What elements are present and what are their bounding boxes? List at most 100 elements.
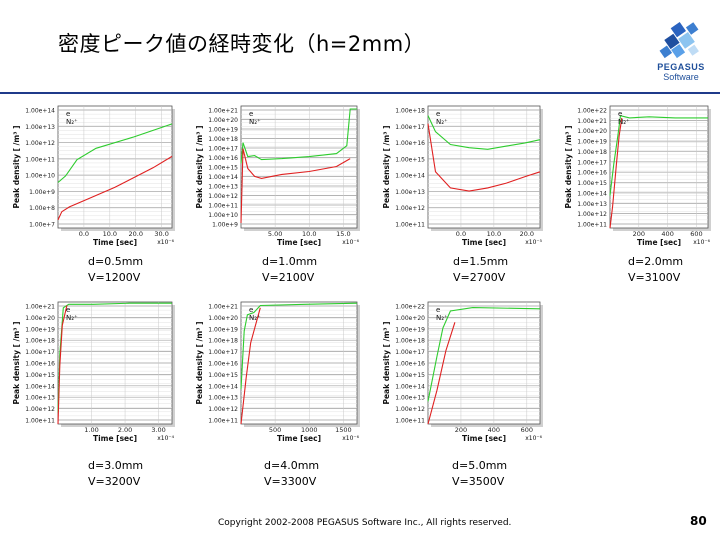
y-axis-label: Peak density [ /m³ ] bbox=[12, 125, 21, 208]
x-tick-label: 3.00 bbox=[151, 426, 165, 434]
y-tick-label: 1.00e+15 bbox=[208, 372, 238, 379]
chart-d20: 1.00e+22 1.00e+21 1.00e+20 1.00e+19 1.00e+18… bbox=[564, 105, 711, 247]
y-tick-label: 1.00e+21 bbox=[577, 118, 607, 125]
y-tick-label: 1.00e+9 bbox=[212, 222, 238, 229]
y-tick-label: 1.00e+15 bbox=[395, 156, 425, 163]
y-tick-label: 1.00e+16 bbox=[25, 361, 55, 368]
y-tick-label: 1.00e+17 bbox=[208, 349, 238, 356]
x-multiplier-label: x10⁻⁴ bbox=[157, 435, 174, 442]
y-tick-label: 1.00e+15 bbox=[577, 180, 607, 187]
caption-voltage: V=3200V bbox=[88, 475, 141, 488]
logo-line2: Software bbox=[663, 72, 699, 82]
y-tick-label: 1.00e+16 bbox=[208, 361, 238, 368]
caption-gap: d=0.5mm bbox=[88, 255, 144, 268]
x-tick-label: 1500 bbox=[335, 426, 352, 434]
caption-d15: d=1.5mm V=2700V bbox=[453, 254, 508, 286]
x-tick-label: 400 bbox=[488, 426, 500, 434]
y-tick-label: 1.00e+15 bbox=[208, 165, 238, 172]
series-line bbox=[609, 115, 708, 196]
x-tick-label: 10.0 bbox=[103, 230, 117, 238]
legend-label: N₂⁺ bbox=[436, 314, 448, 322]
y-tick-label: 1.00e+17 bbox=[577, 159, 607, 166]
x-multiplier-label: x10⁻⁶ bbox=[693, 239, 710, 246]
series-line bbox=[240, 307, 261, 425]
y-tick-label: 1.00e+12 bbox=[577, 211, 607, 218]
legend-label: e bbox=[436, 306, 440, 314]
y-tick-label: 1.00e+12 bbox=[395, 205, 425, 212]
series-line bbox=[240, 108, 357, 164]
y-tick-label: 1.00e+11 bbox=[25, 418, 55, 425]
series-line bbox=[240, 148, 351, 224]
legend-label: e bbox=[436, 110, 440, 118]
series-line bbox=[427, 322, 456, 425]
x-tick-label: 30.0 bbox=[154, 230, 168, 238]
y-tick-label: 1.00e+13 bbox=[25, 124, 55, 131]
y-tick-label: 1.00e+9 bbox=[29, 189, 55, 196]
x-tick-label: 0.0 bbox=[79, 230, 89, 238]
y-tick-label: 1.00e+14 bbox=[25, 108, 55, 115]
y-tick-label: 1.00e+19 bbox=[25, 326, 55, 333]
y-tick-label: 1.00e+17 bbox=[395, 124, 425, 131]
y-axis-label: Peak density [ /m³ ] bbox=[195, 125, 204, 208]
legend-label: N₂⁺ bbox=[66, 118, 78, 126]
x-tick-label: 1.00 bbox=[84, 426, 98, 434]
caption-voltage: V=1200V bbox=[88, 271, 141, 284]
caption-d40: d=4.0mm V=3300V bbox=[264, 458, 319, 490]
caption-voltage: V=2700V bbox=[453, 271, 506, 284]
y-tick-label: 1.00e+19 bbox=[208, 326, 238, 333]
chart-d50: 1.00e+22 1.00e+20 1.00e+19 1.00e+18 1.00e+17… bbox=[382, 301, 543, 443]
x-axis-label: Time [sec] bbox=[93, 434, 137, 443]
y-tick-label: 1.00e+20 bbox=[208, 117, 238, 124]
caption-gap: d=3.0mm bbox=[88, 459, 144, 472]
series-line bbox=[240, 302, 358, 390]
y-tick-label: 1.00e+11 bbox=[208, 203, 238, 210]
legend-label: e bbox=[618, 110, 622, 118]
logo-text: PEGASUS Software bbox=[650, 62, 712, 82]
y-tick-label: 1.00e+19 bbox=[395, 326, 425, 333]
y-tick-label: 1.00e+20 bbox=[577, 128, 607, 135]
x-tick-label: 600 bbox=[690, 230, 702, 238]
caption-gap: d=1.5mm bbox=[453, 255, 509, 268]
y-tick-label: 1.00e+12 bbox=[208, 406, 238, 413]
y-tick-label: 1.00e+20 bbox=[208, 315, 238, 322]
chart-d10: 1.00e+21 1.00e+20 1.00e+19 1.00e+18 1.00e+17… bbox=[195, 105, 360, 247]
caption-gap: d=2.0mm bbox=[628, 255, 684, 268]
y-axis-label: Peak density [ /m³ ] bbox=[382, 125, 391, 208]
y-tick-label: 1.00e+12 bbox=[25, 406, 55, 413]
y-tick-label: 1.00e+13 bbox=[395, 189, 425, 196]
x-tick-label: 400 bbox=[661, 230, 673, 238]
chart-d40: 1.00e+21 1.00e+20 1.00e+19 1.00e+18 1.00e+17… bbox=[195, 301, 360, 443]
x-axis-label: Time [sec] bbox=[277, 238, 321, 247]
legend-label: e bbox=[66, 110, 70, 118]
y-tick-label: 1.00e+14 bbox=[577, 190, 607, 197]
y-tick-label: 1.00e+21 bbox=[25, 304, 55, 311]
y-axis-label: Peak density [ /m³ ] bbox=[382, 321, 391, 404]
x-axis-label: Time [sec] bbox=[93, 238, 137, 247]
y-axis-label: Peak density [ /m³ ] bbox=[564, 125, 573, 208]
chart-d30: 1.00e+21 1.00e+20 1.00e+19 1.00e+18 1.00e+17… bbox=[12, 301, 175, 443]
x-tick-label: 0.0 bbox=[456, 230, 466, 238]
y-tick-label: 1.00e+18 bbox=[208, 136, 238, 143]
y-tick-label: 1.00e+19 bbox=[208, 127, 238, 134]
y-tick-label: 1.00e+12 bbox=[208, 193, 238, 200]
y-tick-label: 1.00e+12 bbox=[25, 140, 55, 147]
caption-voltage: V=3500V bbox=[452, 475, 505, 488]
y-tick-label: 1.00e+18 bbox=[25, 338, 55, 345]
caption-voltage: V=3300V bbox=[264, 475, 317, 488]
series-line bbox=[57, 305, 68, 425]
y-tick-label: 1.00e+19 bbox=[577, 139, 607, 146]
caption-d05: d=0.5mm V=1200V bbox=[88, 254, 143, 286]
y-tick-label: 1.00e+18 bbox=[395, 338, 425, 345]
copyright-footer: Copyright 2002-2008 PEGASUS Software Inc… bbox=[218, 518, 512, 528]
y-tick-label: 1.00e+11 bbox=[395, 418, 425, 425]
x-tick-label: 600 bbox=[521, 426, 533, 434]
y-tick-label: 1.00e+22 bbox=[577, 108, 607, 115]
y-tick-label: 1.00e+16 bbox=[395, 361, 425, 368]
y-tick-label: 1.00e+15 bbox=[395, 372, 425, 379]
y-tick-label: 1.00e+17 bbox=[395, 349, 425, 356]
y-tick-label: 1.00e+20 bbox=[395, 315, 425, 322]
y-tick-label: 1.00e+22 bbox=[395, 304, 425, 311]
x-tick-label: 200 bbox=[633, 230, 645, 238]
series-line bbox=[427, 115, 541, 150]
caption-d10: d=1.0mm V=2100V bbox=[262, 254, 317, 286]
